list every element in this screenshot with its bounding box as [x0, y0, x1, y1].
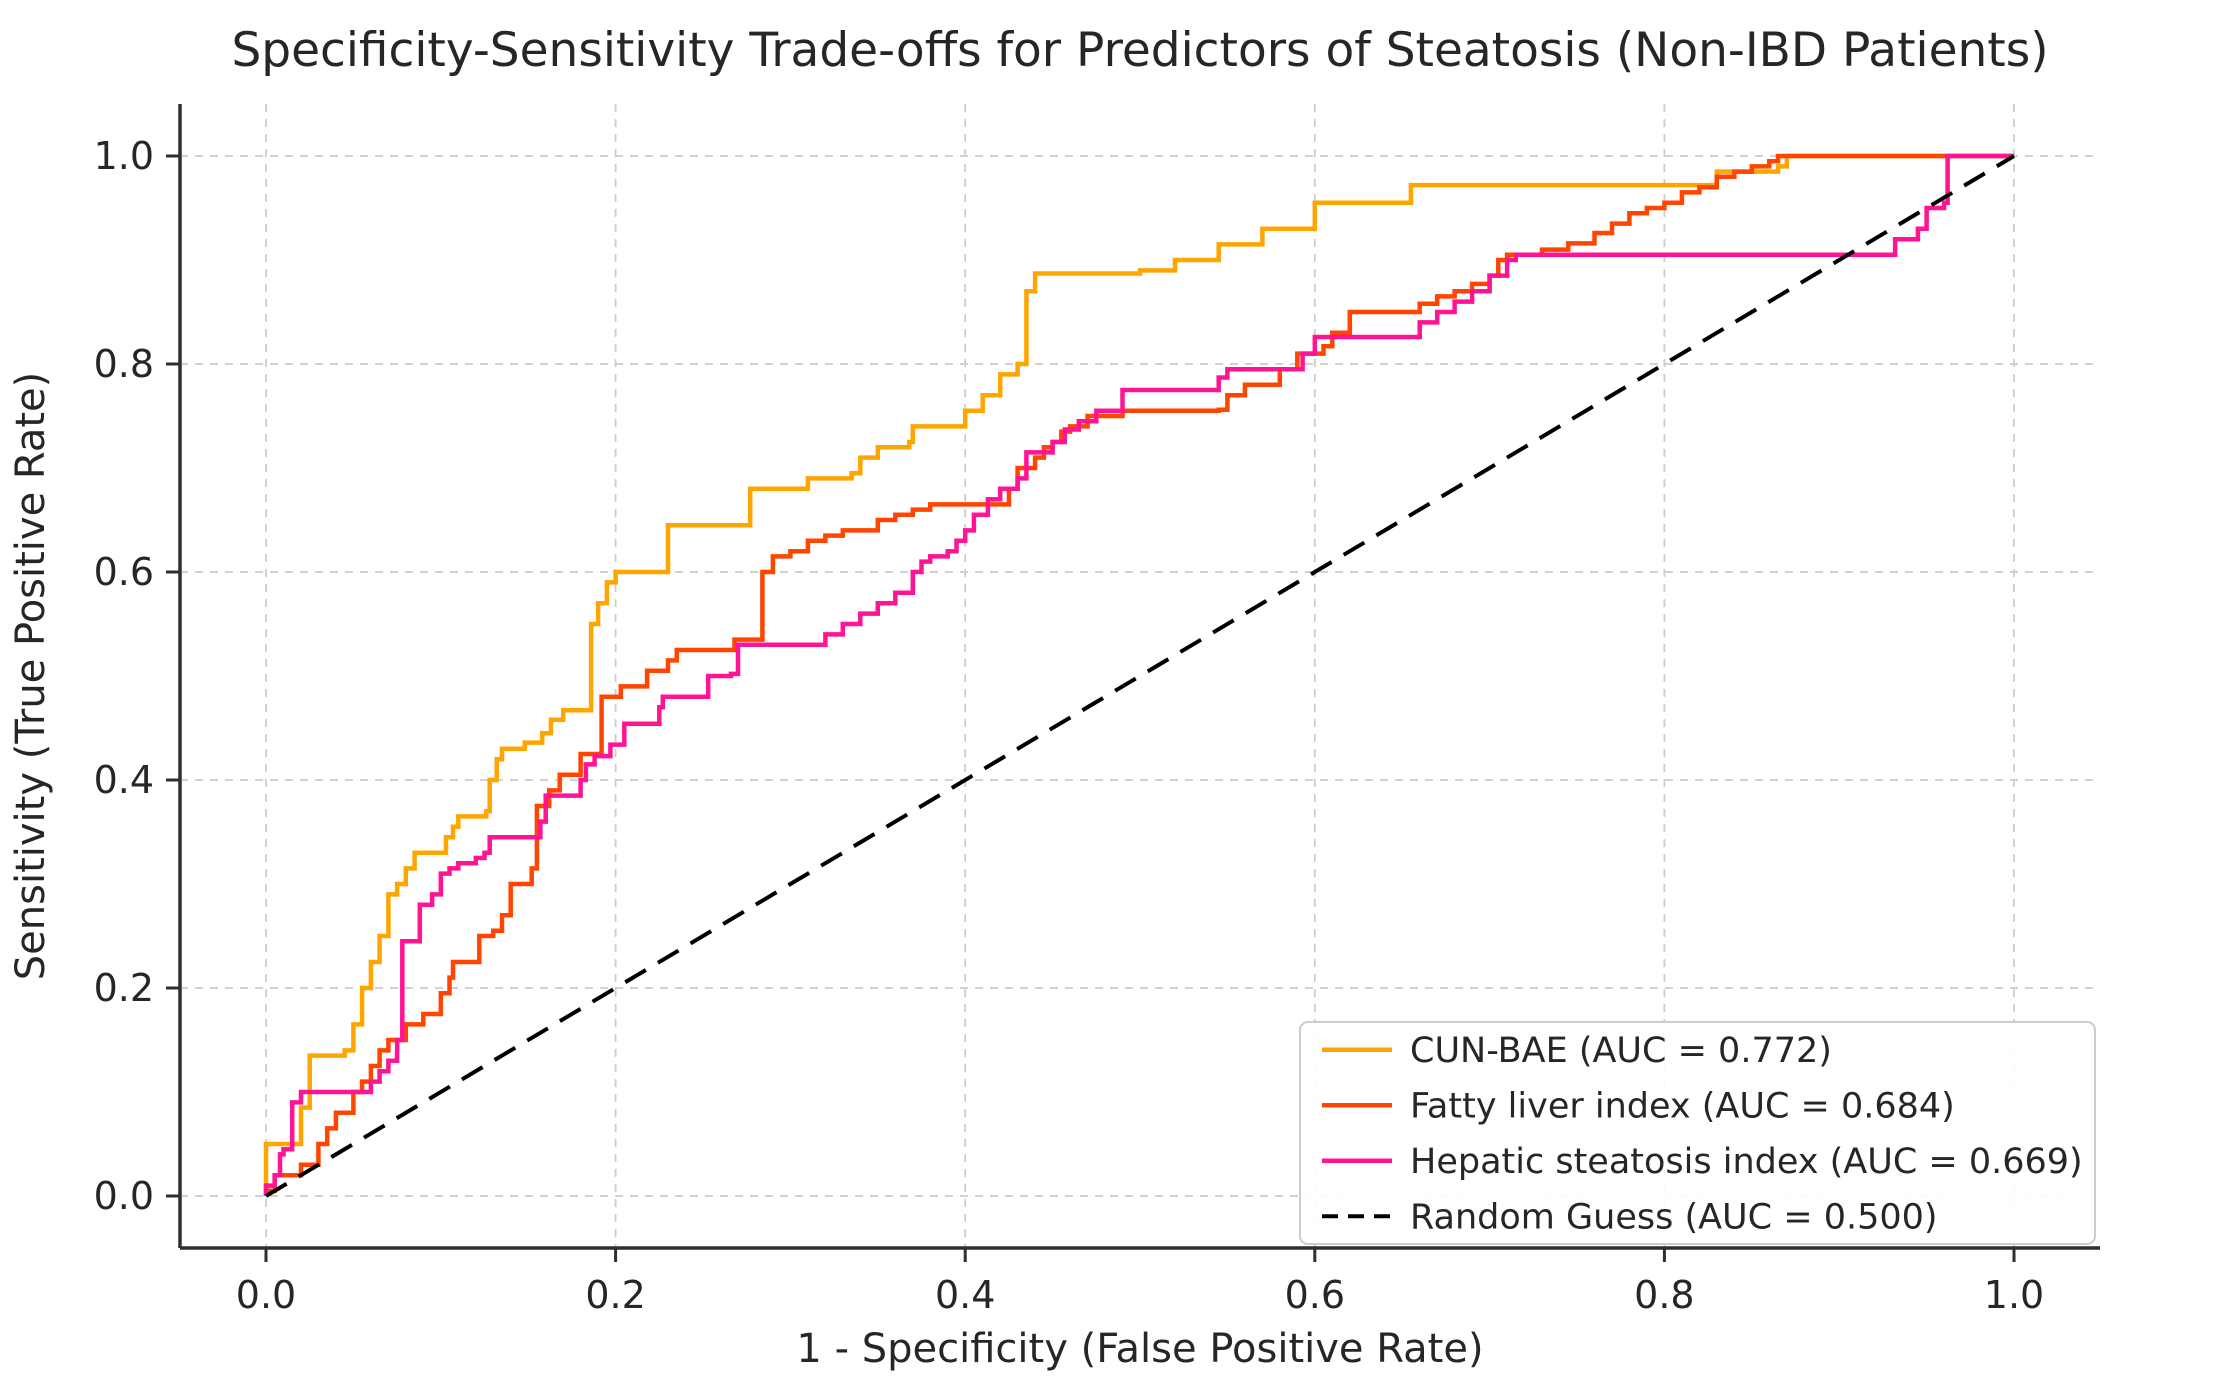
grid-layer — [180, 104, 2100, 1248]
roc-curve-hepatic-steatosis-index — [263, 153, 2014, 1196]
legend: CUN-BAE (AUC = 0.772) Fatty liver index (… — [1299, 1021, 2096, 1245]
legend-entry: Fatty liver index (AUC = 0.684) — [1322, 1086, 1955, 1126]
roc-curve-cun-bae — [263, 153, 2014, 1196]
legend-box — [1299, 1021, 2096, 1245]
legend-entry: CUN-BAE (AUC = 0.772) — [1322, 1031, 1832, 1071]
y-tick-label: 0.8 — [94, 342, 154, 386]
roc-curve-random-guess — [264, 154, 2016, 1198]
x-tick-label: 1.0 — [1984, 1273, 2044, 1317]
y-tick-label: 0.4 — [94, 758, 154, 802]
y-tick-label: 1.0 — [94, 134, 154, 178]
legend-entry: Random Guess (AUC = 0.500) — [1322, 1197, 1938, 1237]
legend-label: Hepatic steatosis index (AUC = 0.669) — [1410, 1142, 2083, 1182]
x-tick-label: 0.0 — [236, 1273, 296, 1317]
axes-spines — [178, 104, 2100, 1250]
curves-layer — [263, 153, 2016, 1198]
y-tick-label: 0.0 — [94, 1174, 154, 1218]
x-tick-label: 0.6 — [1285, 1273, 1345, 1317]
y-axis-label: Sensitivity (True Positive Rate) — [8, 372, 54, 980]
x-tick-label: 0.2 — [585, 1273, 645, 1317]
y-tick-label: 0.6 — [94, 550, 154, 594]
x-axis-label: 1 - Specificity (False Positive Rate) — [796, 1326, 1483, 1372]
x-tick-label: 0.8 — [1634, 1273, 1694, 1317]
tick-labels: 0.0 0.2 0.4 0.6 0.8 1.0 0.0 0.2 0.4 0.6 0.8 1.0 — [94, 134, 2045, 1317]
legend-entry: Hepatic steatosis index (AUC = 0.669) — [1322, 1142, 2083, 1182]
tick-marks — [166, 154, 2016, 1262]
legend-label: CUN-BAE (AUC = 0.772) — [1410, 1031, 1832, 1071]
chart-title: Specificity-Sensitivity Trade-offs for P… — [231, 23, 2048, 78]
y-tick-label: 0.2 — [94, 966, 154, 1010]
legend-label: Random Guess (AUC = 0.500) — [1410, 1197, 1938, 1237]
x-tick-label: 0.4 — [935, 1273, 995, 1317]
legend-label: Fatty liver index (AUC = 0.684) — [1410, 1086, 1955, 1126]
